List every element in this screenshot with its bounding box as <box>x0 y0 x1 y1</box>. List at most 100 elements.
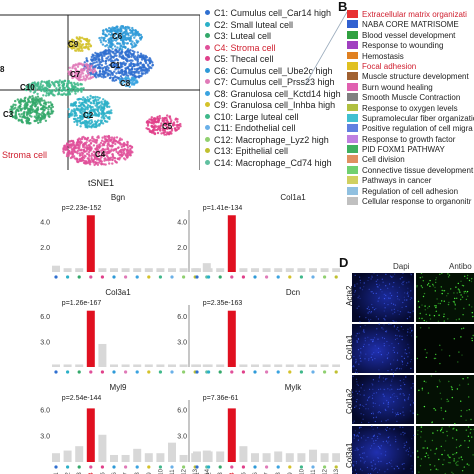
category-dot-icon <box>241 275 245 279</box>
tsne-point <box>107 38 110 41</box>
dapi-speckle <box>374 468 376 470</box>
pathway-swatch <box>347 72 358 81</box>
category-dot-icon <box>253 370 257 374</box>
dapi-speckle <box>407 454 409 456</box>
antibody-speckle <box>424 455 426 458</box>
antibody-speckle <box>447 318 449 320</box>
antibody-speckle <box>465 419 467 421</box>
pathway-label: Cell division <box>362 155 405 165</box>
antibody-speckle <box>418 306 421 308</box>
dapi-speckle <box>360 413 362 415</box>
bar-C7 <box>262 364 271 367</box>
dapi-speckle <box>358 390 360 392</box>
dapi-speckle <box>384 319 386 321</box>
category-dot-icon <box>77 275 81 279</box>
tsne-point <box>102 149 105 152</box>
bar-C2 <box>204 451 213 462</box>
category-dot-icon <box>311 275 315 279</box>
dapi-speckle <box>375 316 377 318</box>
antibody-speckle <box>438 379 441 381</box>
antibody-speckle <box>456 292 458 294</box>
tsne-point <box>74 63 78 66</box>
dapi-speckle <box>402 284 404 286</box>
tsne-point <box>40 80 44 83</box>
dapi-speckle <box>390 363 392 365</box>
tsne-point <box>76 47 79 51</box>
bar-C13 <box>332 364 340 367</box>
antibody-speckle <box>442 418 445 420</box>
dapi-speckle <box>357 384 359 386</box>
tsne-point <box>127 27 130 30</box>
tsne-point <box>29 90 32 93</box>
dapi-speckle <box>412 452 414 454</box>
dapi-speckle <box>395 415 397 417</box>
x-tick-label: C7 <box>124 472 130 474</box>
tsne-cluster-label: C6 <box>112 32 123 41</box>
dapi-speckle <box>359 454 361 456</box>
tsne-point <box>97 52 100 56</box>
dapi-speckle <box>361 470 363 472</box>
dapi-speckle <box>409 361 412 363</box>
tsne-point <box>70 146 73 149</box>
pathway-label: Response to wounding <box>362 41 444 51</box>
dapi-speckle <box>361 446 363 448</box>
tsne-point <box>65 93 68 97</box>
dapi-speckle <box>387 406 389 408</box>
antibody-speckle <box>469 432 471 434</box>
antibody-speckle <box>449 462 451 464</box>
tsne-point <box>46 112 49 116</box>
tsne-point <box>34 101 37 104</box>
antibody-speckle <box>468 396 470 398</box>
tsne-point <box>102 31 105 34</box>
bar-C4 <box>86 408 95 462</box>
x-tick-label: C11 <box>311 469 317 474</box>
dapi-speckle <box>371 276 373 278</box>
y-tick-label: 4.0 <box>177 220 187 227</box>
tsne-point <box>135 56 139 59</box>
dapi-speckle <box>378 461 380 463</box>
tsne-point <box>79 39 82 42</box>
dapi-speckle <box>373 435 375 437</box>
dapi-speckle <box>372 402 374 404</box>
tsne-point <box>124 45 127 49</box>
tsne-point <box>108 144 112 148</box>
tsne-point <box>122 148 125 151</box>
antibody-speckle <box>435 281 437 284</box>
tsne-point <box>103 159 106 162</box>
dapi-speckle <box>407 362 409 364</box>
antibody-speckle <box>462 285 465 287</box>
tsne-point <box>153 126 156 129</box>
tsne-point <box>60 93 63 96</box>
barchart-title: Mylk <box>285 383 302 392</box>
dapi-speckle <box>398 313 400 315</box>
tsne-point <box>68 40 72 43</box>
tsne-point <box>19 109 23 112</box>
tsne-point <box>65 146 68 149</box>
tsne-point <box>116 63 120 66</box>
tsne-point <box>103 54 106 57</box>
tsne-point <box>139 55 143 59</box>
legend-label: C3: Luteal cell <box>214 31 272 41</box>
dapi-speckle <box>360 347 362 350</box>
dapi-speckle <box>366 308 368 310</box>
dapi-speckle <box>357 338 360 340</box>
tsne-point <box>145 61 148 65</box>
tsne-point <box>109 156 113 159</box>
dapi-speckle <box>404 399 406 401</box>
tsne-point <box>86 71 90 74</box>
tsne-point <box>138 75 141 78</box>
category-dot-icon <box>66 275 70 279</box>
tsne-point <box>49 112 52 115</box>
dapi-speckle <box>395 465 397 467</box>
dapi-speckle <box>352 465 355 467</box>
tsne-point <box>113 70 116 73</box>
dapi-speckle <box>384 428 387 430</box>
tsne-point <box>90 147 93 150</box>
dapi-speckle <box>387 352 390 354</box>
antibody-speckle <box>462 314 464 316</box>
tsne-point <box>86 67 89 71</box>
pathway-item: Response to growth factor <box>347 134 474 145</box>
dapi-speckle <box>353 464 355 466</box>
legend-item: C1: Cumulus cell_Car14 high <box>205 8 341 20</box>
